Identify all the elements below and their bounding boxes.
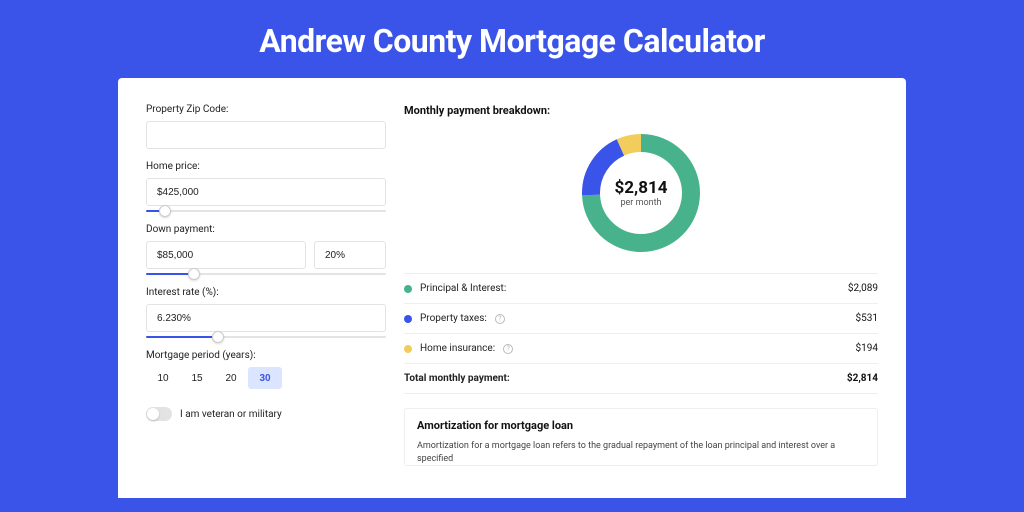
info-icon[interactable]: ? [495, 314, 505, 324]
breakdown-title: Monthly payment breakdown: [404, 104, 878, 117]
down-payment-slider[interactable] [146, 273, 386, 275]
donut-chart: $2,814 per month [577, 129, 705, 257]
legend-row: Property taxes:? $531 [404, 304, 878, 334]
mortgage-period-option-15[interactable]: 15 [180, 367, 214, 389]
zip-input[interactable] [146, 121, 386, 149]
legend-dot [404, 345, 412, 353]
veteran-toggle[interactable] [146, 407, 172, 421]
donut-sub: per month [620, 198, 661, 208]
interest-rate-input[interactable] [146, 304, 386, 332]
down-payment-input[interactable] [146, 241, 306, 269]
info-icon[interactable]: ? [503, 344, 513, 354]
calculator-card: Property Zip Code: Home price: Down paym… [118, 78, 906, 498]
field-mortgage-period: Mortgage period (years): 10152030 [146, 350, 386, 389]
amortization-text: Amortization for a mortgage loan refers … [417, 440, 865, 465]
home-price-input[interactable] [146, 178, 386, 206]
legend-total-label: Total monthly payment: [404, 373, 510, 384]
form-panel: Property Zip Code: Home price: Down paym… [146, 104, 386, 498]
legend-total-row: Total monthly payment: $2,814 [404, 364, 878, 394]
legend-value: $2,089 [848, 283, 878, 294]
field-down-payment: Down payment: [146, 224, 386, 275]
down-payment-slider-thumb[interactable] [188, 268, 200, 280]
interest-rate-slider[interactable] [146, 336, 386, 338]
interest-rate-label: Interest rate (%): [146, 287, 386, 298]
down-payment-pct-input[interactable] [314, 241, 386, 269]
legend-total-value: $2,814 [847, 373, 878, 384]
home-price-slider[interactable] [146, 210, 386, 212]
home-price-label: Home price: [146, 161, 386, 172]
veteran-row: I am veteran or military [146, 407, 386, 421]
donut-wrap: $2,814 per month [404, 129, 878, 257]
mortgage-period-option-10[interactable]: 10 [146, 367, 180, 389]
mortgage-period-label: Mortgage period (years): [146, 350, 386, 361]
home-price-slider-thumb[interactable] [159, 205, 171, 217]
mortgage-period-option-20[interactable]: 20 [214, 367, 248, 389]
legend-label: Home insurance: [420, 343, 495, 354]
legend-row: Principal & Interest: $2,089 [404, 274, 878, 304]
down-payment-label: Down payment: [146, 224, 386, 235]
legend-label: Principal & Interest: [420, 283, 506, 294]
mortgage-period-option-30[interactable]: 30 [248, 367, 282, 389]
legend-dot [404, 315, 412, 323]
legend: Principal & Interest: $2,089 Property taxe… [404, 273, 878, 394]
donut-center: $2,814 per month [577, 129, 705, 257]
field-zip: Property Zip Code: [146, 104, 386, 149]
zip-label: Property Zip Code: [146, 104, 386, 115]
donut-value: $2,814 [615, 178, 668, 198]
legend-label: Property taxes: [420, 313, 487, 324]
field-home-price: Home price: [146, 161, 386, 212]
veteran-label: I am veteran or military [180, 409, 282, 420]
legend-row: Home insurance:? $194 [404, 334, 878, 364]
interest-rate-slider-thumb[interactable] [212, 331, 224, 343]
page-title: Andrew County Mortgage Calculator [0, 0, 1024, 78]
legend-dot [404, 285, 412, 293]
field-interest-rate: Interest rate (%): [146, 287, 386, 338]
legend-value: $194 [856, 343, 878, 354]
amortization-title: Amortization for mortgage loan [417, 419, 865, 432]
mortgage-period-options: 10152030 [146, 367, 386, 389]
breakdown-panel: Monthly payment breakdown: $2,814 per mo… [404, 104, 878, 498]
amortization-section: Amortization for mortgage loan Amortizat… [404, 408, 878, 466]
legend-value: $531 [856, 313, 878, 324]
